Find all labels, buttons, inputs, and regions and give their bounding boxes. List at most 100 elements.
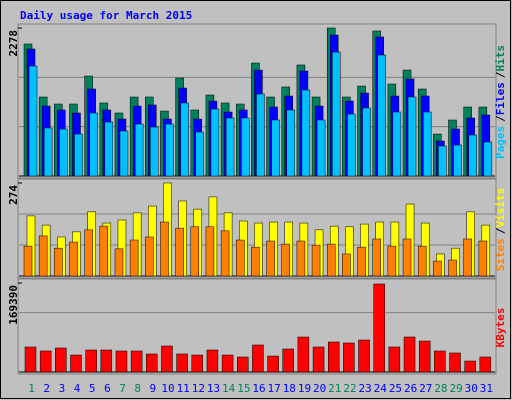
bar (119, 130, 129, 177)
bar (206, 349, 219, 373)
bar (358, 339, 370, 373)
bar (453, 144, 462, 177)
legend-entry: KBytes (494, 308, 507, 348)
x-tick-label: 2 (43, 382, 50, 395)
bar (311, 244, 321, 277)
bar (468, 134, 477, 177)
bar (478, 240, 488, 277)
bar (402, 238, 412, 277)
legend: KBytes (494, 308, 507, 348)
bar (479, 356, 492, 373)
x-tick-label: 17 (268, 382, 281, 395)
x-tick-label: 9 (150, 382, 157, 395)
bar (210, 108, 220, 177)
x-tick-label: 23 (359, 382, 372, 395)
bar (38, 235, 48, 277)
bar (297, 336, 310, 373)
x-tick-label: 28 (434, 382, 447, 395)
bar (134, 123, 144, 177)
x-tick-label: 26 (404, 382, 417, 395)
x-tick-label: 29 (449, 382, 462, 395)
bar (165, 123, 174, 177)
bar (176, 353, 188, 373)
bar (483, 141, 493, 177)
bar (281, 243, 290, 277)
bar (331, 51, 341, 177)
bar (99, 225, 109, 277)
bar (89, 112, 98, 177)
legend-separator: / (494, 71, 507, 78)
bar (357, 246, 366, 277)
bar (433, 260, 442, 277)
x-tick-label: 24 (374, 382, 388, 395)
legend: Pages/Files/Hits (494, 45, 507, 159)
x-tick-label: 7 (119, 382, 126, 395)
legend: Sites /Visits (494, 188, 507, 272)
bar (54, 247, 63, 277)
x-tick-label: 22 (343, 382, 356, 395)
bar (296, 240, 306, 277)
bar (160, 221, 169, 277)
y-tick-label: 169390 (7, 285, 20, 325)
x-tick-label: 12 (192, 382, 205, 395)
bar (407, 96, 417, 177)
bar (236, 239, 245, 277)
chart-title: Daily usage for March 2015 (20, 9, 192, 22)
bar (55, 347, 67, 373)
bar (23, 245, 33, 277)
legend-entry: Files (494, 82, 507, 115)
x-tick-label: 3 (59, 382, 66, 395)
bar (417, 245, 427, 277)
bar (312, 346, 325, 373)
bar (392, 111, 402, 177)
bar (190, 226, 200, 277)
bar (251, 246, 260, 277)
bar (175, 227, 184, 277)
legend-entry: Pages (494, 126, 507, 159)
x-tick-label: 8 (134, 382, 141, 395)
x-tick-label: 6 (104, 382, 111, 395)
bar (69, 241, 78, 277)
bar (146, 353, 158, 373)
bar (220, 230, 230, 277)
bar (180, 102, 189, 177)
bar (418, 340, 431, 373)
bar (403, 336, 416, 373)
bar (241, 117, 250, 177)
x-tick-label: 19 (298, 382, 311, 395)
x-tick-label: 10 (161, 382, 174, 395)
bar (282, 348, 294, 373)
bar (84, 229, 93, 277)
x-tick-label: 11 (177, 382, 190, 395)
bar (39, 350, 52, 373)
bar (104, 121, 114, 177)
bar (388, 346, 401, 373)
x-tick-label: 21 (328, 382, 341, 395)
bar (267, 355, 279, 373)
bar (463, 238, 472, 277)
bar (256, 93, 265, 177)
bar (221, 354, 234, 373)
bar (422, 111, 432, 177)
legend-entry: Visits (494, 188, 507, 228)
bar (362, 107, 371, 177)
bar (28, 65, 38, 177)
bar (237, 356, 249, 373)
bar (448, 259, 457, 277)
legend-entry: Sites (494, 238, 507, 271)
x-tick-label: 27 (419, 382, 432, 395)
bar (145, 236, 154, 277)
x-tick-label: 31 (480, 382, 493, 395)
bar (114, 248, 124, 277)
bar (85, 349, 97, 373)
bar (161, 345, 173, 373)
x-tick-label: 30 (465, 382, 478, 395)
x-tick-label: 14 (222, 382, 236, 395)
bar (59, 128, 68, 177)
bar (387, 245, 397, 277)
bar (252, 344, 264, 373)
y-tick-label: 274 (7, 185, 20, 205)
